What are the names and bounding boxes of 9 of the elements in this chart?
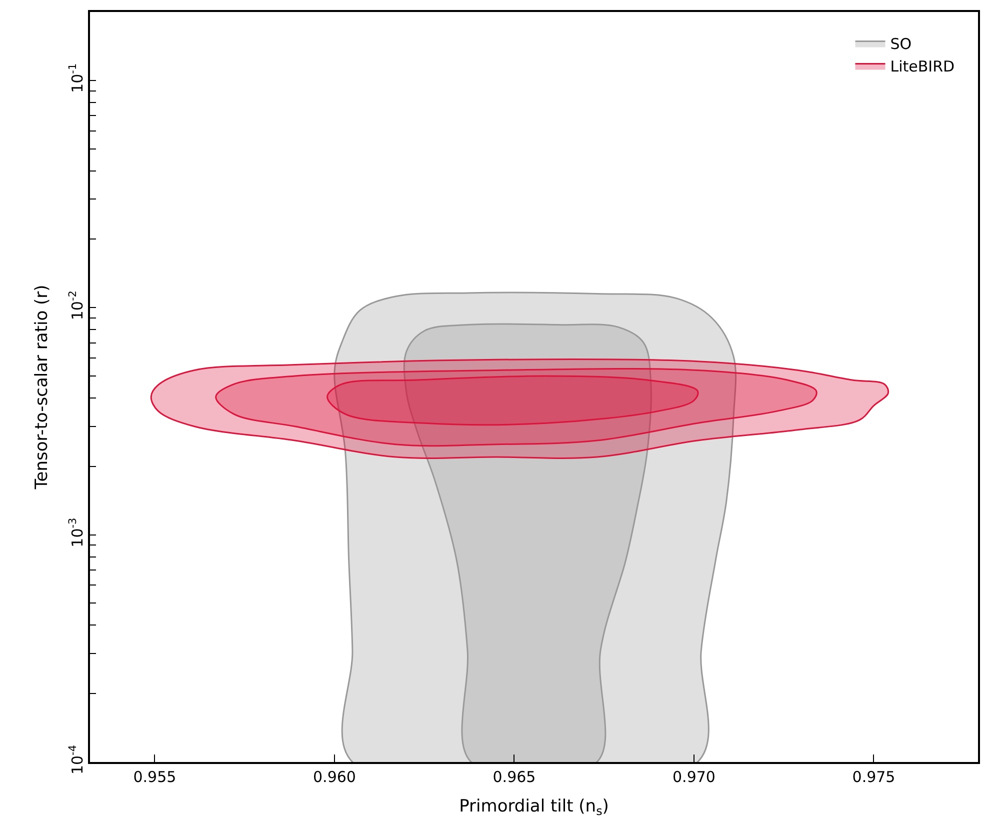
x-tick-label: 0.960 xyxy=(312,768,356,786)
y-axis-title: Tensor-to-scalar ratio (r) xyxy=(32,284,52,490)
x-axis-title: Primordial tilt (n$_{s}$) xyxy=(459,796,609,818)
x-tick-label: 0.965 xyxy=(492,768,536,786)
x-tick-label: 0.970 xyxy=(672,768,716,786)
x-tick-label: 0.955 xyxy=(133,768,176,786)
x-tick-label: 0.975 xyxy=(852,768,896,786)
legend-label: SO xyxy=(890,35,912,54)
legend-label: LiteBIRD xyxy=(890,58,955,76)
